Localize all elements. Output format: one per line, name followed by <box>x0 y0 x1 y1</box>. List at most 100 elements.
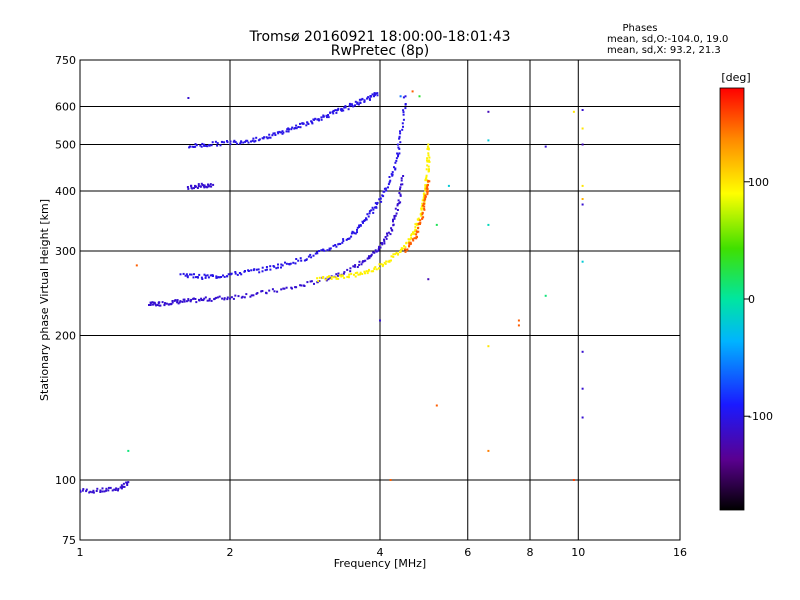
echo-trace-point <box>176 299 179 302</box>
echo-trace-point <box>383 242 386 245</box>
echo-trace-point <box>409 242 412 245</box>
echo-trace-point <box>350 235 353 238</box>
echo-trace-point <box>223 275 226 278</box>
echo-trace-point <box>390 259 392 262</box>
echo-trace-point <box>229 297 231 300</box>
echo-trace-point <box>420 212 423 215</box>
echo-trace-point <box>187 299 190 302</box>
echo-trace-point <box>350 232 353 235</box>
echo-trace-point <box>201 184 204 186</box>
echo-trace-point <box>300 284 303 287</box>
echo-trace-point <box>414 226 417 229</box>
echo-trace-point <box>358 98 361 101</box>
echo-trace-point <box>329 247 332 250</box>
echo-trace-point <box>260 290 263 293</box>
echo-trace-point <box>199 144 202 147</box>
echo-trace-point <box>247 141 250 144</box>
echo-trace-point <box>107 489 110 492</box>
echo-trace-point <box>154 303 157 306</box>
echo-trace-point <box>332 244 335 247</box>
echo-trace-point <box>310 256 313 259</box>
echo-trace-point <box>364 259 367 262</box>
echo-trace-point <box>191 145 194 148</box>
echo-trace-point <box>366 97 369 100</box>
chart-title: Tromsø 20160921 18:00:00-18:01:43 <box>249 29 511 45</box>
echo-trace-point <box>115 487 118 490</box>
echo-trace-point <box>402 175 405 177</box>
echo-trace-point <box>292 261 295 264</box>
echo-trace-point <box>399 132 402 135</box>
echo-trace-point <box>186 276 189 279</box>
echo-trace-point <box>417 219 420 221</box>
echo-trace-point <box>203 143 206 146</box>
echo-trace-point <box>201 278 204 280</box>
echo-trace-point <box>394 253 397 256</box>
echo-trace-point <box>122 482 125 485</box>
echo-trace-point <box>190 298 193 301</box>
echo-trace-point <box>427 190 429 193</box>
echo-trace-point <box>335 276 338 279</box>
echo-trace-point <box>342 238 345 241</box>
echo-trace-point <box>427 179 430 182</box>
echo-trace-point <box>284 261 286 264</box>
echo-trace-point <box>229 140 232 143</box>
echo-trace-point <box>157 301 160 304</box>
echo-trace-point <box>234 271 237 273</box>
colorbar-ticks: 100 0 -100 <box>744 176 773 423</box>
echo-trace-point <box>156 304 159 306</box>
echo-trace-point <box>312 254 315 257</box>
echo-trace-point <box>378 263 381 266</box>
echo-trace-point <box>377 248 380 251</box>
echo-trace-point <box>269 136 272 139</box>
echo-trace-point <box>281 132 284 135</box>
echo-trace-point <box>381 265 384 268</box>
echo-trace-point <box>372 251 375 254</box>
echo-trace-point <box>200 299 203 301</box>
echo-trace-point <box>322 276 325 278</box>
echo-trace-point <box>363 99 366 102</box>
echo-trace-point <box>220 276 223 278</box>
echo-trace-point <box>330 276 333 279</box>
echo-trace-point <box>297 126 300 128</box>
echo-trace-point <box>410 233 413 236</box>
echo-trace-point <box>362 260 364 263</box>
echo-trace-point <box>399 201 402 204</box>
echo-trace-point <box>289 262 292 265</box>
echo-trace-point <box>327 114 330 116</box>
echo-trace-point <box>117 489 119 492</box>
echo-trace-point <box>375 250 378 253</box>
echo-trace-point <box>151 301 154 304</box>
echo-trace-point <box>354 232 357 235</box>
echo-trace-point <box>389 179 392 182</box>
echo-trace-point <box>395 159 398 162</box>
echo-trace-point <box>111 489 114 492</box>
echo-trace-point <box>149 304 152 306</box>
echo-trace-point <box>424 179 427 182</box>
echo-trace-point <box>80 490 82 493</box>
echo-trace-point <box>392 253 395 256</box>
echo-trace-point <box>163 304 166 307</box>
echo-trace-point <box>81 489 84 492</box>
echo-trace-point <box>347 108 350 111</box>
echo-trace-point <box>400 179 403 182</box>
echo-trace-point <box>178 301 181 304</box>
echo-trace-point <box>426 188 429 190</box>
echo-trace-point <box>399 141 402 144</box>
echo-trace-point <box>379 246 382 249</box>
echo-trace-point <box>239 141 242 144</box>
y-tick-label: 400 <box>55 185 76 198</box>
echo-trace-point <box>185 300 188 303</box>
x-tick-label: 4 <box>377 546 384 559</box>
echo-trace-point <box>299 122 301 125</box>
echo-trace-point <box>402 111 405 114</box>
echo-trace-point <box>295 127 298 130</box>
y-axis-label: Stationary phase Virtual Height [km] <box>38 199 51 401</box>
echo-trace-point <box>383 238 385 241</box>
echo-trace-point <box>316 277 319 280</box>
echo-trace-point <box>82 488 85 491</box>
echo-trace-point <box>370 270 373 273</box>
echo-trace-point <box>363 270 366 273</box>
echo-trace-point <box>361 273 364 275</box>
echo-trace-point <box>420 208 423 211</box>
echo-trace-point <box>370 254 373 257</box>
